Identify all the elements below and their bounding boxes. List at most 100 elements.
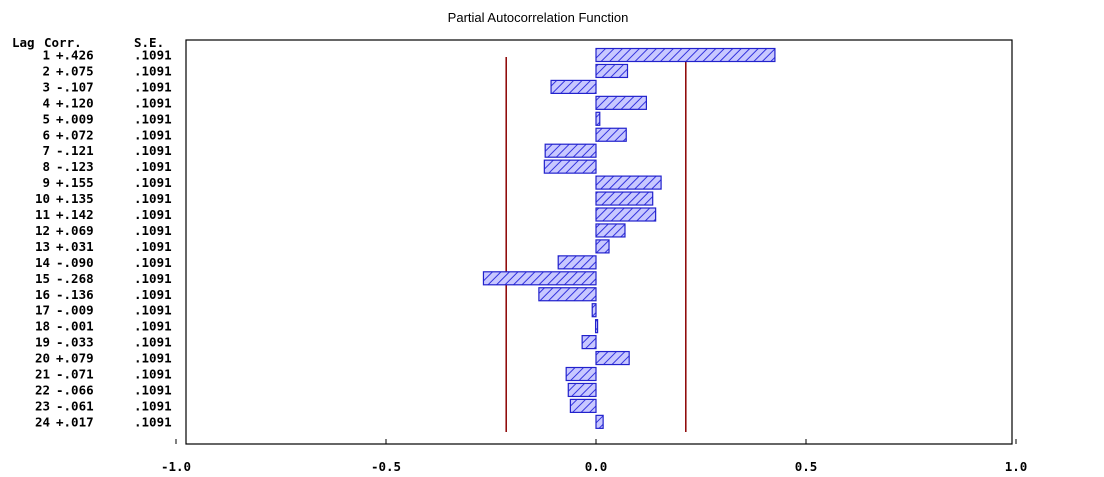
row-se-5: .1091 [134,111,172,126]
row-lag-11: 11 [35,207,50,222]
bar-lag-15 [482,271,597,286]
row-corr-21: -.071 [56,367,94,382]
header-lag: Lag [12,35,35,50]
row-corr-20: +.079 [56,351,94,366]
row-lag-24: 24 [35,414,50,429]
row-se-2: .1091 [134,63,172,78]
row-lag-22: 22 [35,382,50,397]
chart-title: Partial Autocorrelation Function [448,10,629,25]
row-se-16: .1091 [134,287,172,302]
row-se-22: .1091 [134,382,172,397]
row-lag-3: 3 [42,79,50,94]
row-se-9: .1091 [134,175,172,190]
bar-lag-23 [569,398,597,413]
row-se-7: .1091 [134,143,172,158]
table-rows: 1 +.426 .1091 2 +.075 .1091 3 -.107 .1091 4 +.120.… [35,48,172,430]
bar-lag-3 [550,79,597,95]
row-lag-18: 18 [35,319,50,334]
row-lag-12: 12 [35,223,50,238]
row-lag-6: 6 [42,127,50,142]
row-corr-16: -.136 [56,287,94,302]
row-corr-10: +.135 [56,191,94,206]
bar-lag-1 [595,47,776,63]
row-corr-5: +.009 [56,111,94,126]
row-lag-13: 13 [35,239,50,254]
row-se-17: .1091 [134,303,172,318]
row-lag-17: 17 [35,303,50,318]
bar-lag-8 [543,159,597,174]
header-corr: Corr. [44,35,82,50]
row-se-6: .1091 [134,127,172,142]
row-se-3: .1091 [134,79,172,94]
bar-lag-19 [581,335,597,350]
row-se-15: .1091 [134,271,172,286]
row-lag-8: 8 [42,159,50,174]
row-se-12: .1091 [134,223,172,238]
row-se-13: .1091 [134,239,172,254]
row-corr-4: +.120 [56,95,94,110]
bar-lag-7 [544,143,597,158]
row-se-14: .1091 [134,255,172,270]
row-se-1: .1091 [134,48,172,63]
row-se-8: .1091 [134,159,172,174]
x-tick-label: -0.5 [371,459,401,474]
confidence-limits [505,57,687,432]
row-corr-23: -.061 [56,398,94,413]
bar-lag-14 [557,255,597,270]
bar-lag-21 [565,366,597,382]
row-corr-18: -.001 [56,319,94,334]
row-corr-17: -.009 [56,303,94,318]
row-lag-7: 7 [42,143,50,158]
bar-lag-18 [594,319,599,334]
row-se-20: .1091 [134,351,172,366]
row-corr-19: -.033 [56,335,94,350]
row-se-19: .1091 [134,335,172,350]
bar-lag-11 [595,207,657,222]
x-tick-label: -1.0 [161,459,191,474]
row-lag-15: 15 [35,271,50,286]
row-se-21: .1091 [134,367,172,382]
row-lag-21: 21 [35,367,50,382]
bar-lag-13 [595,239,610,254]
bar-lag-12 [595,223,626,238]
row-corr-7: -.121 [56,143,94,158]
row-lag-4: 4 [42,95,50,110]
bar-lag-16 [538,287,597,302]
bar-lag-17 [591,303,597,318]
x-tick-label: 1.0 [1005,459,1028,474]
bar-lag-24 [595,414,604,429]
row-se-11: .1091 [134,207,172,222]
row-corr-13: +.031 [56,239,94,254]
header-se: S.E. [134,35,164,50]
row-lag-2: 2 [42,63,50,78]
row-corr-14: -.090 [56,255,94,270]
x-axis-ticks: -1.0 -0.5 0.0 0.5 1.0 [161,439,1027,474]
bars-group [482,47,776,429]
row-se-4: .1091 [134,95,172,110]
row-corr-15: -.268 [56,271,94,286]
row-lag-23: 23 [35,398,50,413]
row-corr-24: +.017 [56,414,94,429]
row-lag-10: 10 [35,191,50,206]
row-corr-8: -.123 [56,159,94,174]
bar-lag-2 [595,63,629,79]
x-tick-label: 0.0 [585,459,608,474]
row-se-18: .1091 [134,319,172,334]
row-se-24: .1091 [134,414,172,429]
row-lag-14: 14 [35,255,50,270]
row-lag-16: 16 [35,287,50,302]
row-se-10: .1091 [134,191,172,206]
bar-lag-9 [595,175,662,190]
plot-frame [185,39,1013,445]
row-lag-9: 9 [42,175,50,190]
row-se-23: .1091 [134,398,172,413]
bar-lag-4 [595,95,648,110]
row-corr-3: -.107 [56,79,94,94]
row-corr-22: -.066 [56,382,94,397]
x-tick-label: 0.5 [795,459,818,474]
row-lag-19: 19 [35,335,50,350]
bar-lag-5 [595,111,601,126]
row-lag-5: 5 [42,111,50,126]
